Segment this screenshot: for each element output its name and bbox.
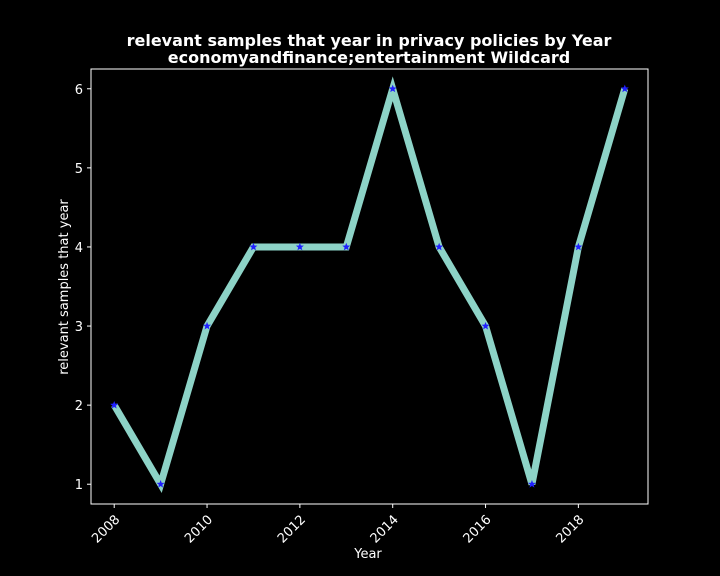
series-markers (110, 84, 629, 488)
data-point-marker (620, 84, 629, 93)
data-point-marker (156, 480, 165, 488)
chart-title-line2: economyandfinance;entertainment Wildcard (168, 48, 570, 67)
x-tick-label: 2008 (89, 512, 123, 546)
data-point-marker (388, 84, 397, 93)
data-point-marker (574, 242, 583, 251)
x-axis-label: Year (353, 547, 382, 562)
y-axis-label: relevant samples that year (57, 199, 72, 375)
x-tick-label: 2014 (368, 512, 402, 546)
x-tick-label: 2010 (182, 512, 216, 546)
data-point-marker (481, 321, 490, 330)
x-tick-label: 2018 (553, 512, 587, 546)
data-line (111, 76, 629, 493)
y-tick-label: 5 (75, 162, 83, 177)
chart-title-line1: relevant samples that year in privacy po… (127, 31, 612, 50)
x-tick-label: 2016 (461, 512, 495, 546)
data-point-marker (435, 242, 444, 251)
data-point-marker (295, 242, 304, 251)
data-point-marker (249, 242, 258, 251)
y-tick-label: 4 (75, 241, 83, 256)
x-axis: 2008 2010 2012 2014 2016 2018 (89, 504, 587, 546)
series-line (111, 76, 629, 493)
y-axis: 1 2 3 4 5 6 (75, 83, 91, 493)
y-tick-label: 6 (75, 83, 83, 98)
data-point-marker (203, 321, 212, 330)
data-point-marker (342, 242, 351, 251)
data-point-marker (110, 400, 119, 409)
y-tick-label: 2 (75, 399, 83, 414)
data-point-marker (527, 480, 536, 488)
plot-area-frame (90, 68, 649, 505)
y-tick-label: 1 (75, 478, 83, 493)
y-tick-label: 3 (75, 320, 83, 335)
x-tick-label: 2012 (275, 512, 309, 546)
